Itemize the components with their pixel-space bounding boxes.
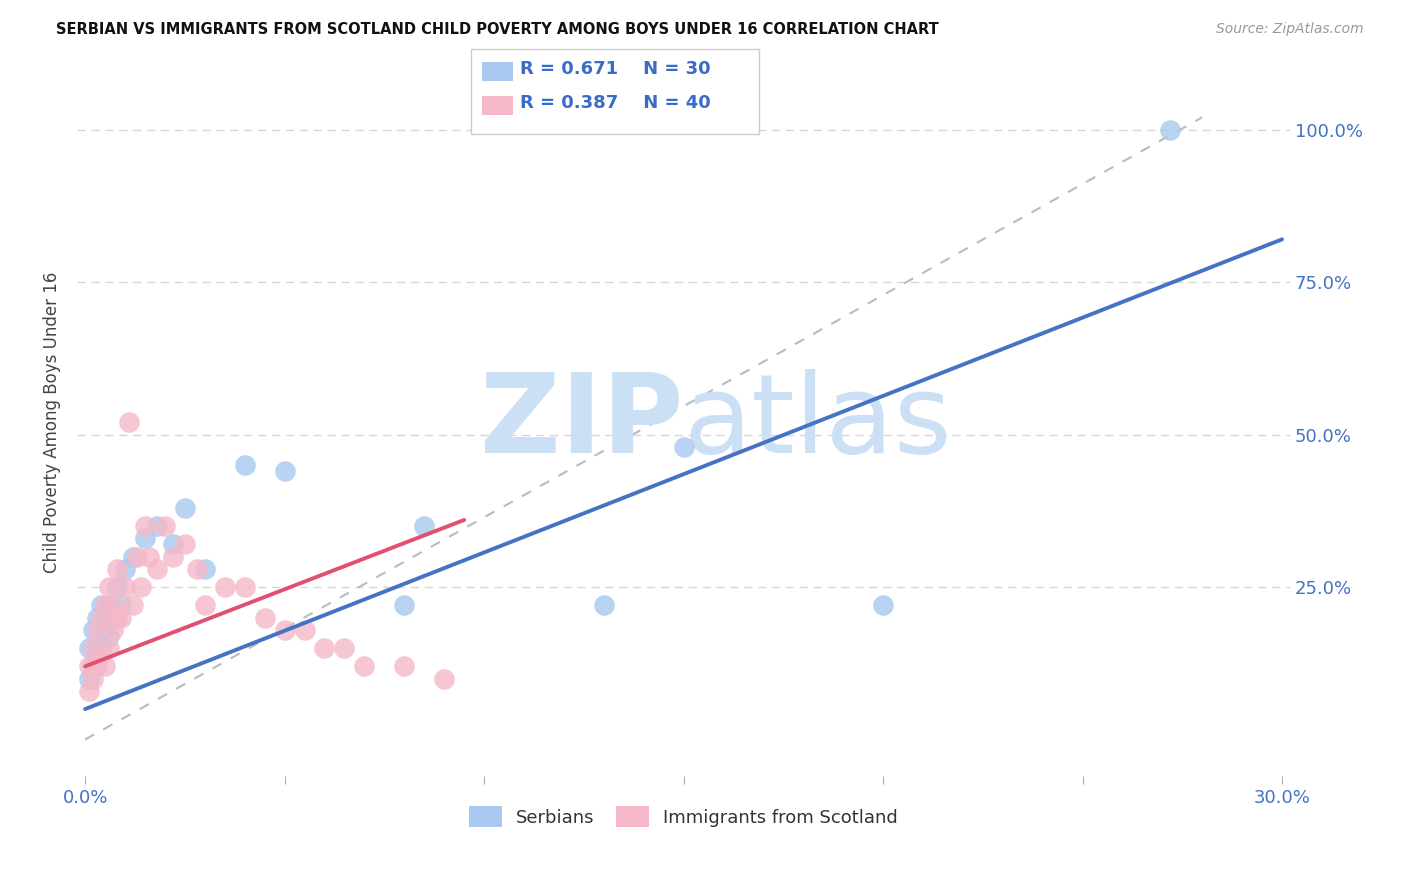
Point bbox=[214, 580, 236, 594]
Point bbox=[86, 610, 108, 624]
Point bbox=[77, 683, 100, 698]
Point bbox=[105, 580, 128, 594]
Point bbox=[134, 519, 156, 533]
Point bbox=[273, 623, 295, 637]
Text: atlas: atlas bbox=[683, 369, 952, 475]
Text: Source: ZipAtlas.com: Source: ZipAtlas.com bbox=[1216, 22, 1364, 37]
Point bbox=[134, 531, 156, 545]
Point bbox=[394, 659, 416, 673]
Point bbox=[333, 641, 356, 656]
Point bbox=[122, 599, 145, 613]
Point bbox=[98, 580, 121, 594]
Point bbox=[94, 623, 117, 637]
Point bbox=[101, 599, 124, 613]
Point bbox=[233, 458, 256, 472]
Point bbox=[82, 659, 104, 673]
Y-axis label: Child Poverty Among Boys Under 16: Child Poverty Among Boys Under 16 bbox=[44, 272, 60, 573]
Point bbox=[138, 549, 160, 564]
Point bbox=[153, 519, 176, 533]
Point bbox=[872, 599, 894, 613]
Point bbox=[114, 562, 136, 576]
Point bbox=[233, 580, 256, 594]
Point bbox=[86, 623, 108, 637]
Point bbox=[90, 647, 112, 661]
Point bbox=[146, 562, 169, 576]
Point bbox=[110, 610, 132, 624]
Point bbox=[77, 659, 100, 673]
Point bbox=[105, 562, 128, 576]
Point bbox=[294, 623, 316, 637]
Point bbox=[413, 519, 436, 533]
Point bbox=[173, 500, 195, 515]
Point bbox=[114, 580, 136, 594]
Point bbox=[173, 537, 195, 551]
Point bbox=[194, 599, 217, 613]
Point bbox=[273, 464, 295, 478]
Point bbox=[194, 562, 217, 576]
Point bbox=[433, 672, 456, 686]
Point bbox=[162, 537, 184, 551]
Point bbox=[101, 610, 124, 624]
Point bbox=[353, 659, 375, 673]
Point bbox=[253, 610, 276, 624]
Point bbox=[122, 549, 145, 564]
Point bbox=[86, 659, 108, 673]
Point bbox=[672, 440, 695, 454]
Point bbox=[77, 672, 100, 686]
Point bbox=[77, 641, 100, 656]
Point bbox=[118, 415, 141, 429]
Legend: Serbians, Immigrants from Scotland: Serbians, Immigrants from Scotland bbox=[463, 799, 905, 834]
Point bbox=[125, 549, 148, 564]
Point bbox=[394, 599, 416, 613]
Point bbox=[592, 599, 614, 613]
Point bbox=[82, 672, 104, 686]
Point bbox=[90, 610, 112, 624]
Text: R = 0.387    N = 40: R = 0.387 N = 40 bbox=[520, 94, 711, 112]
Point bbox=[101, 623, 124, 637]
Point bbox=[314, 641, 336, 656]
Point bbox=[94, 599, 117, 613]
Point bbox=[98, 641, 121, 656]
Text: R = 0.671    N = 30: R = 0.671 N = 30 bbox=[520, 60, 711, 78]
Point bbox=[98, 629, 121, 643]
Point bbox=[90, 599, 112, 613]
Point bbox=[1159, 122, 1181, 136]
Point bbox=[105, 610, 128, 624]
Point bbox=[90, 641, 112, 656]
Text: SERBIAN VS IMMIGRANTS FROM SCOTLAND CHILD POVERTY AMONG BOYS UNDER 16 CORRELATIO: SERBIAN VS IMMIGRANTS FROM SCOTLAND CHIL… bbox=[56, 22, 939, 37]
Text: ZIP: ZIP bbox=[481, 369, 683, 475]
Point bbox=[94, 659, 117, 673]
Point bbox=[94, 610, 117, 624]
Point bbox=[129, 580, 152, 594]
Point bbox=[162, 549, 184, 564]
Point bbox=[146, 519, 169, 533]
Point bbox=[98, 599, 121, 613]
Point bbox=[82, 641, 104, 656]
Point bbox=[86, 647, 108, 661]
Point bbox=[82, 623, 104, 637]
Point bbox=[110, 599, 132, 613]
Point bbox=[186, 562, 208, 576]
